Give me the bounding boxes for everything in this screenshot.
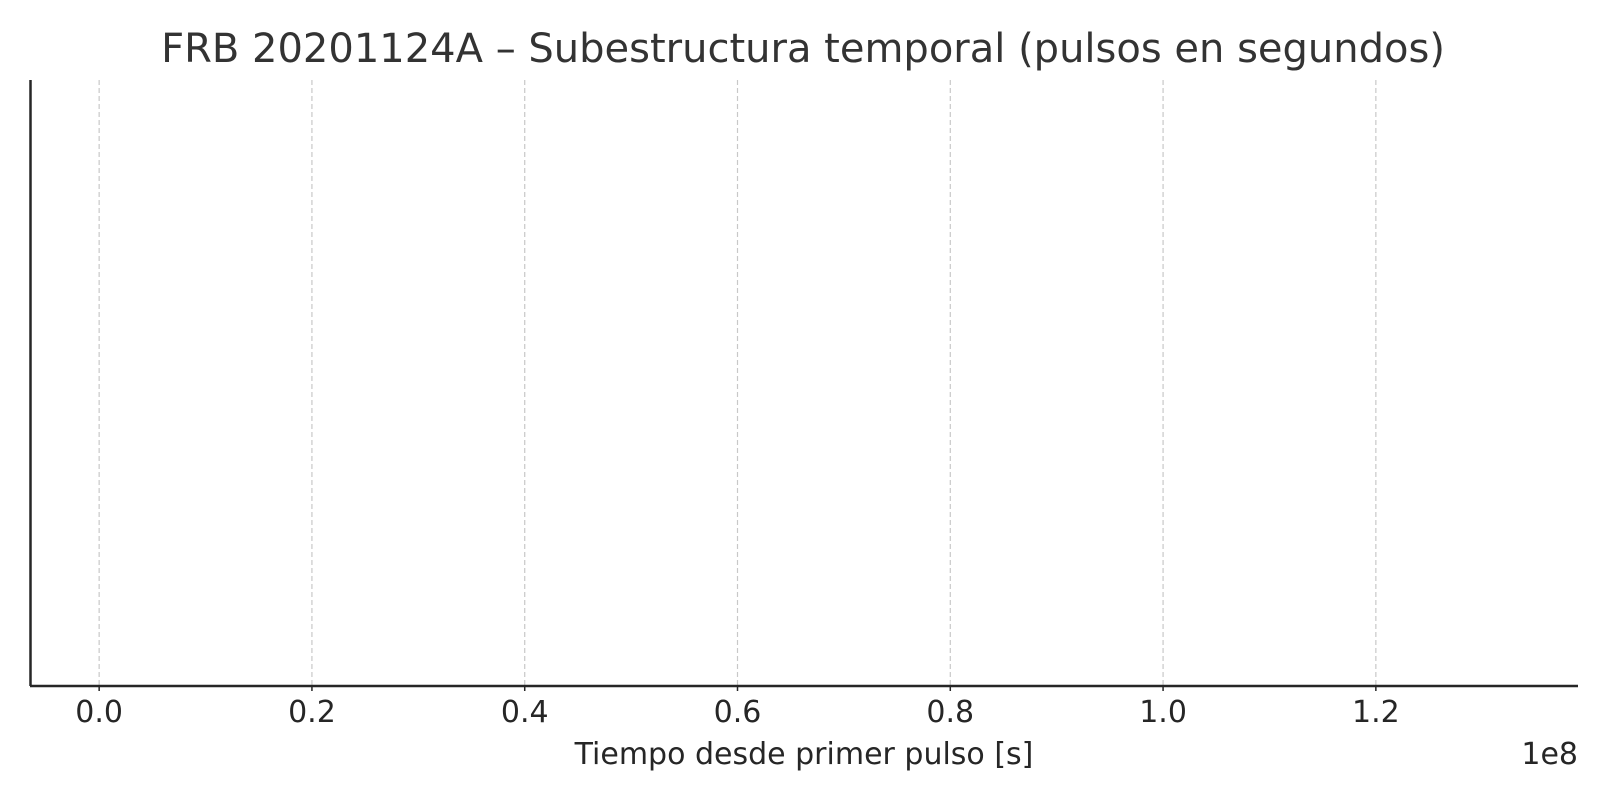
chart-title: FRB 20201124A – Subestructura temporal (… (161, 26, 1445, 72)
x-axis-ticks: 0.0 0.2 0.4 0.6 0.8 1.0 1.2 (75, 686, 1400, 730)
x-tick-label: 0.0 (75, 695, 123, 730)
grid-lines (98, 80, 1377, 686)
x-tick-label: 0.6 (714, 695, 762, 730)
x-tick-label: 0.4 (501, 695, 549, 730)
x-tick-label: 1.0 (1139, 695, 1187, 730)
x-tick-label: 1.2 (1352, 695, 1400, 730)
x-tick-label: 0.8 (926, 695, 974, 730)
x-tick-label: 0.2 (288, 695, 336, 730)
x-axis-label: Tiempo desde primer pulso [s] (574, 737, 1034, 772)
x-axis-offset-label: 1e8 (1521, 737, 1578, 772)
